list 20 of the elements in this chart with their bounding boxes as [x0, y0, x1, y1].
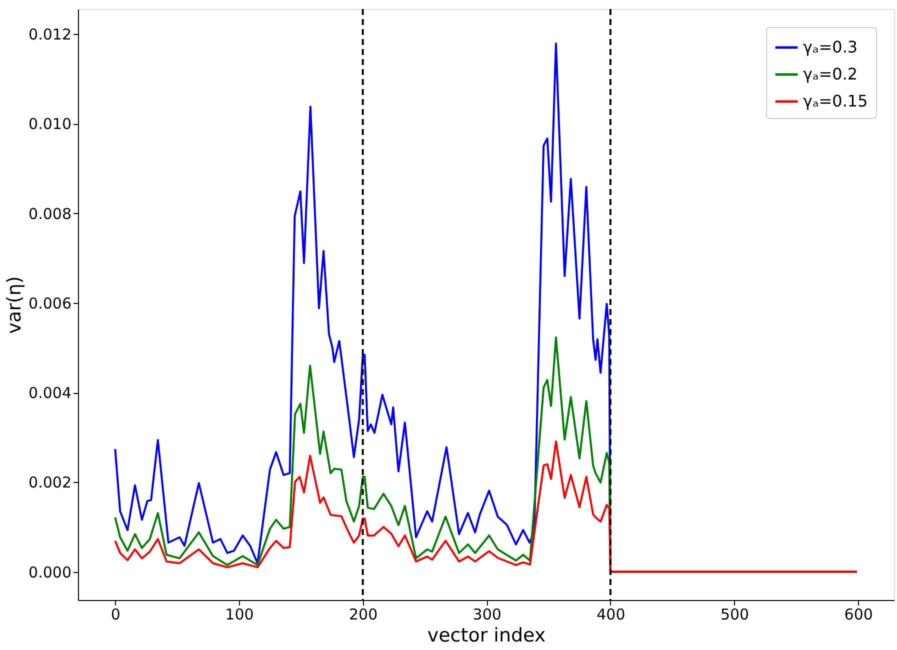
x-tick-label: 100: [225, 606, 254, 624]
y-tick-label: 0.000: [28, 563, 72, 582]
x-axis-title: vector index: [427, 624, 546, 646]
y-tick-label: 0.008: [28, 204, 72, 223]
x-tick-label: 200: [348, 606, 378, 624]
x-tick-label: 400: [596, 606, 626, 624]
y-tick-label: 0.010: [28, 115, 72, 134]
y-tick-label: 0.012: [28, 26, 72, 44]
x-tick-label: 600: [844, 606, 873, 624]
legend-label: γₐ=0.2: [803, 64, 858, 84]
legend-label: γₐ=0.3: [803, 38, 858, 56]
y-tick-label: 0.006: [28, 294, 72, 312]
y-axis-title: var(η): [4, 276, 26, 334]
legend-label: γₐ=0.15: [803, 92, 868, 110]
y-tick-label: 0.004: [28, 384, 72, 402]
y-tick-label: 0.002: [28, 474, 72, 492]
line-series: [114, 440, 858, 573]
x-tick-label: 0: [110, 606, 120, 624]
x-tick-label: 300: [472, 606, 502, 624]
x-tick-label: 500: [720, 606, 750, 624]
